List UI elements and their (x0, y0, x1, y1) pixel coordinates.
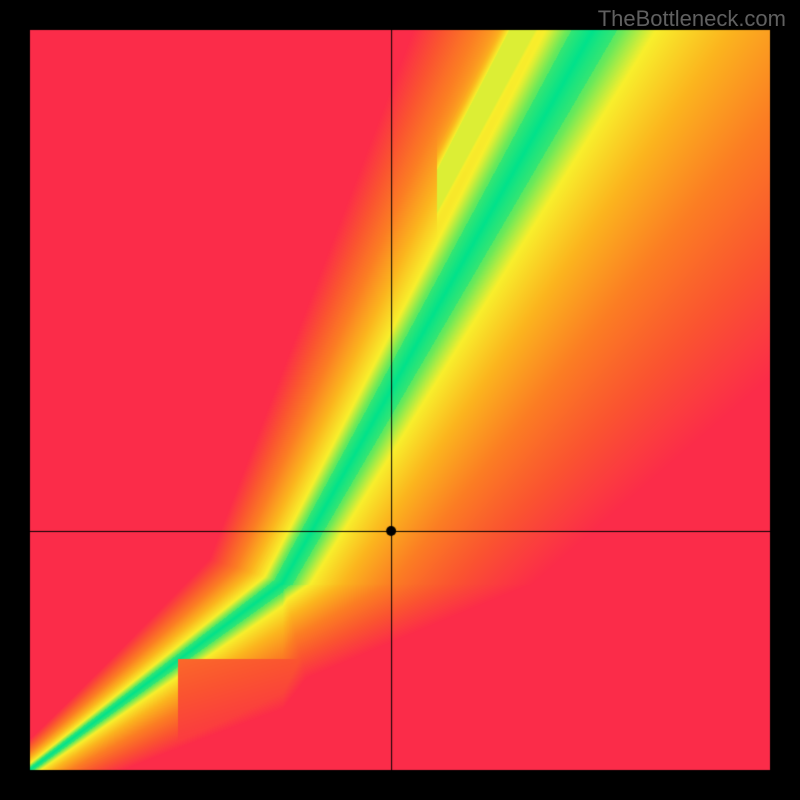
bottleneck-heatmap (0, 0, 800, 800)
watermark-text: TheBottleneck.com (598, 6, 786, 32)
